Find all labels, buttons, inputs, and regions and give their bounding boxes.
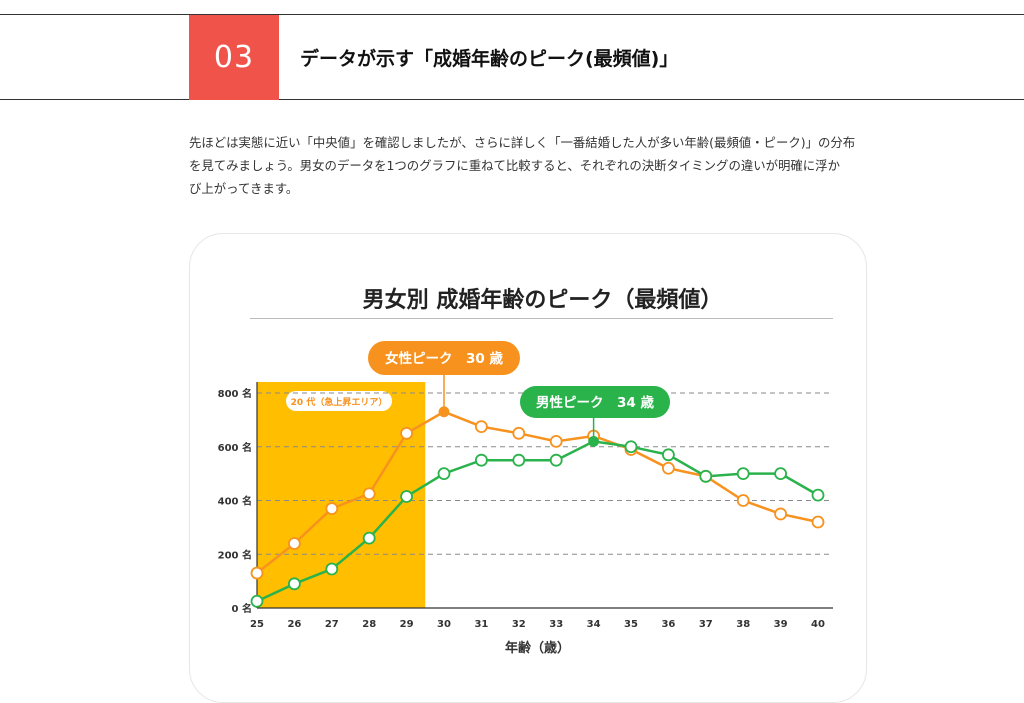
chart-title: 男女別 成婚年齢のピーク（最頻値） <box>362 288 723 313</box>
intro-line-1: 先ほどは実態に近い「中央値」を確認しましたが、さらに詳しく「一番結婚した人が多い… <box>189 135 856 150</box>
series-point-1 <box>549 453 563 467</box>
peak-callout-label: 男性ピーク 34 歳 <box>536 394 654 411</box>
series-point-0 <box>811 515 825 529</box>
x-tick-label: 31 <box>474 619 488 630</box>
series-point-1 <box>437 467 451 481</box>
section-header: 03 データが示す「成婚年齢のピーク(最頻値)」 <box>0 14 1024 100</box>
x-tick-label: 29 <box>400 619 414 630</box>
x-tick-label: 40 <box>811 619 825 630</box>
y-tick-label: 800 名 <box>218 387 252 400</box>
x-tick-label: 35 <box>624 619 638 630</box>
x-tick-label: 38 <box>736 619 750 630</box>
series-point-1 <box>400 490 414 503</box>
highlight-label-pill <box>286 391 392 411</box>
series-point-1 <box>250 594 264 608</box>
series-point-1 <box>325 562 339 576</box>
intro-line-3: び上がってきます。 <box>189 181 299 196</box>
series-line-1 <box>256 440 819 603</box>
x-tick-label: 25 <box>250 619 264 630</box>
section-title: データが示す「成婚年齢のピーク(最頻値)」 <box>300 48 679 70</box>
intro-line-2: を見てみましょう。男女のデータを1つのグラフに重ねて比較すると、それぞれの決断タ… <box>189 158 840 173</box>
series-point-1 <box>811 488 825 502</box>
series-point-0 <box>400 426 414 440</box>
series-point-1 <box>287 577 301 591</box>
x-tick-label: 28 <box>362 619 376 630</box>
series-point-1 <box>362 531 376 545</box>
series-point-1 <box>624 440 638 454</box>
series-point-0 <box>662 461 675 475</box>
series-point-1 <box>512 453 526 467</box>
series-point-0 <box>549 434 563 448</box>
x-tick-label: 30 <box>437 619 451 630</box>
section-number: 03 <box>189 15 279 100</box>
x-tick-label: 26 <box>287 619 301 630</box>
series-point-0 <box>736 494 750 507</box>
highlight-band <box>257 382 426 608</box>
chart-title-divider <box>250 318 833 319</box>
series-point-0 <box>287 537 301 550</box>
series-point-1 <box>774 467 787 481</box>
series-point-0 <box>250 566 264 580</box>
x-tick-label: 36 <box>661 619 675 630</box>
series-point-0 <box>362 487 376 501</box>
x-tick-label: 33 <box>549 619 563 630</box>
x-tick-label: 34 <box>587 619 601 630</box>
x-tick-label: 37 <box>699 619 713 630</box>
y-tick-label: 0 名 <box>232 602 252 615</box>
series-line-0 <box>256 410 819 575</box>
series-peak-point-1 <box>588 435 599 447</box>
y-tick-label: 400 名 <box>218 495 252 508</box>
series-point-1 <box>662 448 675 462</box>
x-tick-label: 39 <box>774 619 788 630</box>
peak-callout-label: 女性ピーク 30 歳 <box>385 350 503 367</box>
series-point-1 <box>736 467 750 481</box>
line-chart: 20 代（急上昇エリア） 0 名 200 名 400 名 600 名 800 名 25 26 2… <box>218 341 833 656</box>
series-peak-point-0 <box>438 406 450 418</box>
peak-callout-box <box>368 341 520 375</box>
series-point-0 <box>774 507 787 521</box>
y-tick-label: 200 名 <box>218 548 252 561</box>
peak-callout-box <box>520 386 670 418</box>
intro-paragraph: 先ほどは実態に近い「中央値」を確認しましたが、さらに詳しく「一番結婚した人が多い… <box>189 131 861 200</box>
x-tick-label: 32 <box>512 619 526 630</box>
series-point-0 <box>325 502 339 515</box>
series-point-0 <box>512 426 526 440</box>
series-point-1 <box>474 453 488 467</box>
x-tick-label: 27 <box>325 619 339 630</box>
y-tick-label: 600 名 <box>218 441 252 454</box>
series-point-1 <box>699 469 713 483</box>
series-point-0 <box>474 420 488 433</box>
x-axis-label: 年齢（歳） <box>505 640 570 656</box>
highlight-label: 20 代（急上昇エリア） <box>291 396 388 408</box>
